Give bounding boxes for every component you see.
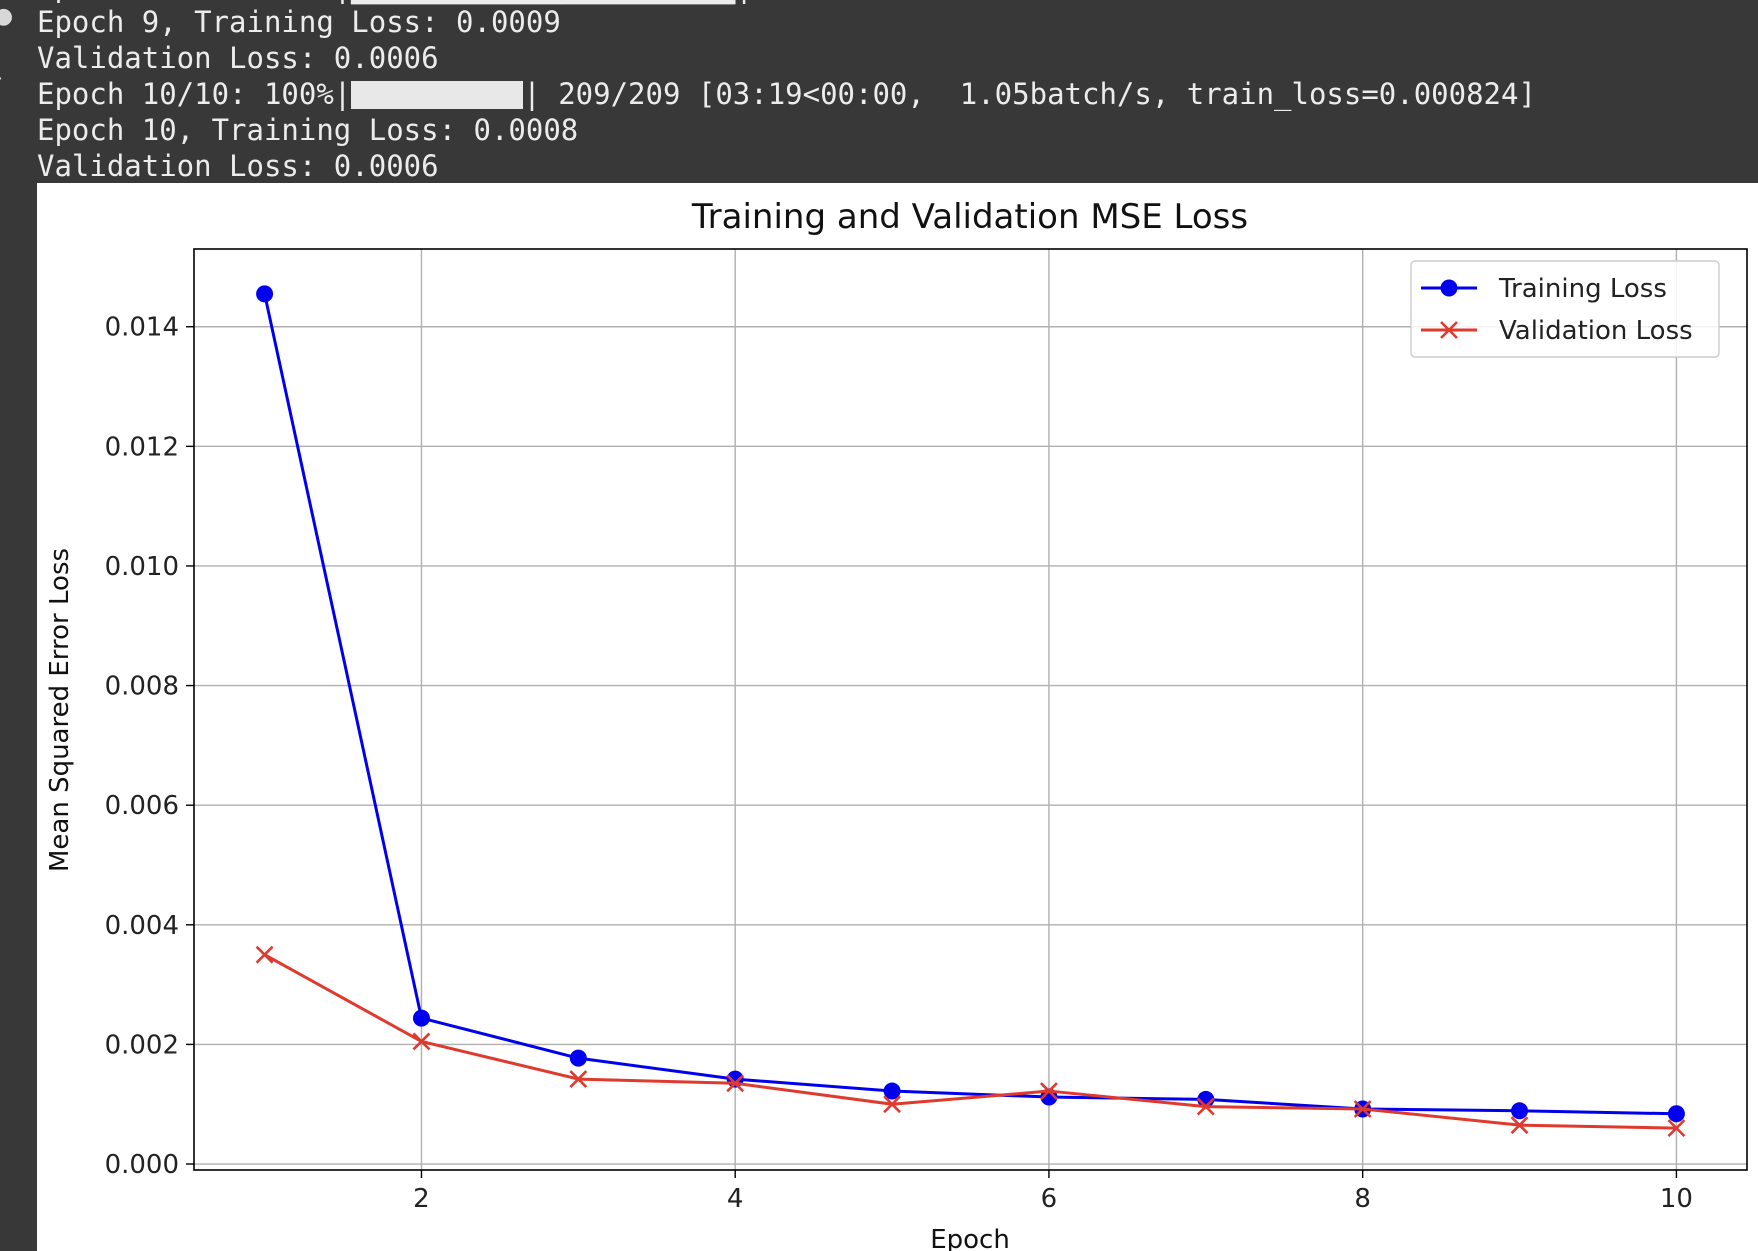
console-line-val-9: Validation Loss: 0.0006: [37, 41, 439, 75]
console-line-train-10: Epoch 10, Training Loss: 0.0008: [37, 113, 579, 147]
validation-loss-line: [263, 953, 1677, 1130]
cell-run-indicator-icon[interactable]: ●: [0, 4, 14, 29]
series-layer: [255, 285, 1686, 1138]
legend-marker-training-loss: [1440, 279, 1458, 297]
y-tick-label: 0.014: [105, 313, 179, 343]
clipped-progress-line: Epoch 9/10: 100%|██████████████████████|…: [37, 0, 893, 4]
y-tick-label: 0.004: [105, 911, 179, 941]
chart-legend: Training Loss Validation Loss: [1410, 260, 1720, 358]
console-line-train-9: Epoch 9, Training Loss: 0.0009: [37, 5, 561, 39]
progress-line: Epoch 10/10: 100%| | 209/209 [03:19<00:00…: [37, 76, 1536, 112]
training-loss-point: [256, 285, 274, 303]
y-axis-label: Mean Squared Error Loss: [45, 548, 75, 872]
training-loss-line: [263, 293, 1677, 1116]
grid: [194, 249, 1747, 1170]
x-tick-label: 6: [1041, 1184, 1058, 1214]
y-tick-label: 0.002: [105, 1030, 179, 1060]
training-loss-point: [412, 1009, 430, 1027]
validation-loss-point: [883, 1095, 901, 1114]
y-tick-label: 0.006: [105, 791, 179, 821]
loss-chart: 2 4 6 8 10 0.000 0.002 0.004 0.006 0.008 0.010 0.01…: [45, 197, 1748, 1251]
progress-suffix: | 209/209 [03:19<00:00, 1.05batch/s, tra…: [523, 77, 1536, 111]
validation-loss-point: [1510, 1116, 1529, 1135]
output-toggle-icon[interactable]: ›: [0, 66, 3, 91]
validation-loss-point: [569, 1070, 588, 1089]
validation-loss-point: [255, 945, 274, 964]
x-tick-label: 8: [1354, 1184, 1371, 1214]
training-loss-point: [1511, 1102, 1529, 1120]
validation-loss-point: [1667, 1119, 1686, 1138]
validation-loss-point: [412, 1032, 431, 1051]
legend-label-training-loss: Training Loss: [1498, 274, 1667, 304]
progress-bar: [351, 81, 524, 109]
y-tick-label: 0.012: [105, 432, 179, 462]
chart-title: Training and Validation MSE Loss: [691, 197, 1248, 237]
legend-label-validation-loss: Validation Loss: [1499, 316, 1693, 346]
legend-marker-validation-loss: [1440, 321, 1458, 339]
axis-ticks: 2 4 6 8 10 0.000 0.002 0.004 0.006 0.008 0.010 0.01…: [105, 313, 1693, 1214]
validation-loss-point: [1353, 1100, 1372, 1118]
legend-box: [1410, 260, 1720, 358]
y-tick-label: 0.010: [105, 552, 179, 582]
validation-loss-point: [726, 1074, 745, 1093]
training-loss-point: [569, 1049, 587, 1067]
y-tick-label: 0.000: [105, 1150, 179, 1180]
x-tick-label: 10: [1660, 1184, 1693, 1214]
training-loss-point: [883, 1082, 901, 1100]
loss-chart-figure: 2 4 6 8 10 0.000 0.002 0.004 0.006 0.008 0.010 0.01…: [37, 183, 1758, 1251]
validation-loss-point: [1040, 1082, 1058, 1100]
x-axis-label: Epoch: [930, 1225, 1010, 1251]
y-tick-label: 0.008: [105, 672, 179, 702]
progress-prefix: Epoch 10/10: 100%|: [37, 77, 352, 111]
training-loss-point: [1667, 1105, 1685, 1123]
x-tick-label: 2: [413, 1184, 430, 1214]
validation-loss-point: [1196, 1097, 1215, 1116]
plot-frame: [193, 248, 1748, 1171]
x-tick-label: 4: [727, 1184, 744, 1214]
console-line-val-10: Validation Loss: 0.0006: [37, 149, 439, 183]
